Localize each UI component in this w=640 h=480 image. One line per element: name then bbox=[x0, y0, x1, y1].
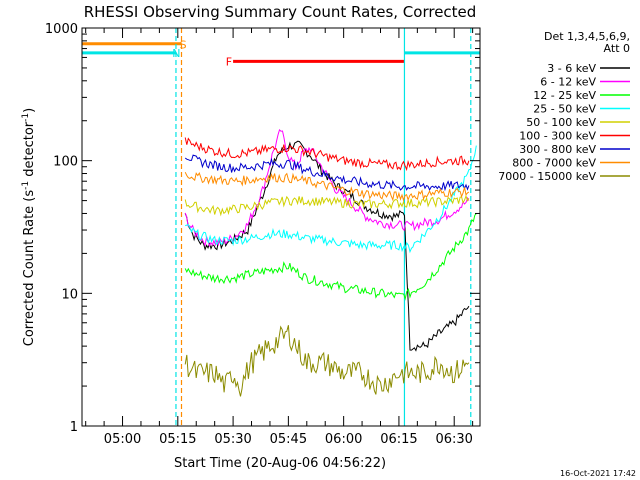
x-tick-label: 05:30 bbox=[214, 432, 251, 447]
y-tick-label: 10 bbox=[61, 287, 78, 302]
x-tick-label: 06:30 bbox=[435, 432, 472, 447]
footer-date: 16-Oct-2021 17:42 bbox=[560, 469, 636, 478]
mark-label-F: F bbox=[226, 55, 232, 68]
plot-frame bbox=[81, 27, 481, 427]
y-axis-label-sup2: -1 bbox=[21, 113, 31, 122]
legend-header-line1: Det 1,3,4,5,6,9, bbox=[544, 30, 630, 43]
y-axis-label-end: ) bbox=[22, 108, 37, 113]
x-tick-label: 05:00 bbox=[104, 432, 141, 447]
attenuator-marks: SN F bbox=[172, 39, 232, 69]
legend-label: 6 - 12 keV bbox=[540, 76, 596, 89]
interval-bars bbox=[82, 42, 480, 63]
y-tick-label: 1 bbox=[70, 420, 78, 435]
x-axis-ticks: 05:00 05:15 05:30 05:45 06:00 06:15 06:30 bbox=[85, 28, 474, 447]
series-line-7 bbox=[184, 171, 470, 202]
mark-label-S: S bbox=[180, 39, 187, 52]
x-tick-label: 05:15 bbox=[159, 432, 196, 447]
legend-label: 12 - 25 keV bbox=[533, 89, 596, 102]
legend-label: 100 - 300 keV bbox=[519, 130, 596, 143]
x-tick-label: 05:45 bbox=[270, 432, 307, 447]
series-line-5 bbox=[184, 137, 470, 172]
series-lines bbox=[184, 129, 477, 397]
series-line-4 bbox=[184, 194, 470, 217]
legend-label: 50 - 100 keV bbox=[526, 116, 596, 129]
x-axis-label: Start Time (20-Aug-06 04:56:22) bbox=[174, 456, 386, 471]
y-tick-label: 1000 bbox=[45, 22, 78, 37]
series-line-3 bbox=[185, 145, 477, 254]
y-axis-label-main: Corrected Count Rate (s bbox=[22, 190, 37, 347]
mark-label-N: N bbox=[172, 47, 180, 60]
y-tick-label: 100 bbox=[53, 155, 78, 170]
chart-title: RHESSI Observing Summary Count Rates, Co… bbox=[84, 3, 477, 21]
y-axis-ticks: 1 10 100 1000 bbox=[45, 22, 480, 435]
series-line-8 bbox=[184, 325, 470, 397]
x-tick-label: 06:00 bbox=[325, 432, 362, 447]
y-axis-label: Corrected Count Rate (s-1 detector-1) bbox=[21, 108, 37, 346]
y-axis-label-mid: detector bbox=[22, 121, 37, 181]
y-axis-label-sup1: -1 bbox=[21, 181, 31, 190]
series-line-2 bbox=[184, 213, 477, 301]
series-line-6 bbox=[184, 154, 470, 192]
legend-label: 300 - 800 keV bbox=[519, 143, 596, 156]
legend-header-line2: Att 0 bbox=[604, 42, 630, 55]
interval-vertical-lines bbox=[175, 28, 472, 426]
legend-label: 25 - 50 keV bbox=[533, 103, 596, 116]
legend-label: 3 - 6 keV bbox=[547, 62, 596, 75]
legend-label: 7000 - 15000 keV bbox=[498, 170, 596, 183]
x-tick-label: 06:15 bbox=[380, 432, 417, 447]
legend-label: 800 - 7000 keV bbox=[512, 157, 596, 170]
